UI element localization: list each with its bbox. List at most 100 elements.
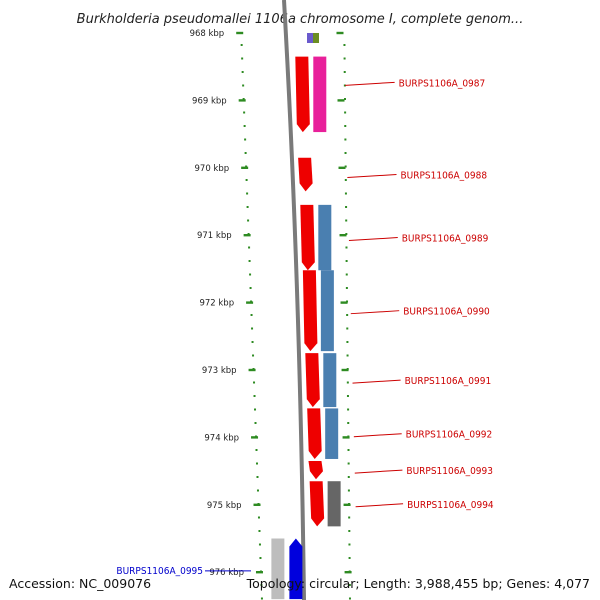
scale-label: 969 kbp — [192, 96, 227, 106]
scale-label: 974 kbp — [204, 433, 239, 443]
tick-dot — [260, 584, 263, 586]
tick-dot — [348, 516, 351, 519]
tick-dot — [347, 462, 350, 465]
tick-dot — [249, 287, 252, 289]
tick-dot — [345, 246, 348, 249]
cds-track-block — [320, 270, 334, 352]
tick-dot — [347, 449, 350, 451]
tick-dot — [345, 260, 348, 262]
gene-label-leader — [348, 237, 398, 242]
scale-tick — [340, 301, 348, 304]
cds-track-block — [327, 481, 341, 527]
scale-tick — [236, 31, 244, 35]
tick-dot — [240, 44, 243, 46]
scale-tick — [251, 436, 259, 439]
tick-dot — [343, 71, 346, 73]
scale-label: 970 kbp — [195, 164, 230, 174]
gene-labels: BURPS1106A_0987 BURPS1106A_0988 BURPS1106A… — [116, 78, 494, 576]
tick-dot — [343, 84, 346, 87]
tick-dot — [257, 516, 260, 519]
cds-track-block — [318, 204, 332, 271]
tick-dot — [346, 327, 349, 330]
gene-label-leader — [345, 81, 395, 86]
tick-dot — [244, 138, 247, 141]
tick-dot — [344, 192, 347, 195]
backbone-track — [282, 0, 306, 600]
cds-arrow — [309, 481, 325, 527]
cds-track-block — [307, 33, 313, 43]
tick-dot — [343, 44, 346, 46]
scale-tick — [253, 503, 261, 506]
tick-dot — [250, 314, 253, 316]
tick-dot — [251, 327, 254, 330]
tick-dot — [259, 557, 262, 559]
tick-dot — [246, 192, 249, 195]
tick-dot — [255, 449, 258, 451]
gene-label: BURPS1106A_0992 — [406, 430, 493, 441]
tick-dot — [241, 57, 244, 60]
tick-dot — [344, 125, 347, 127]
cds-arrow — [302, 270, 318, 352]
feature-tracks — [271, 33, 341, 600]
tick-dot — [345, 219, 348, 222]
cds-track-block — [271, 538, 285, 600]
tick-dot — [346, 354, 349, 357]
gene-label-leader — [347, 174, 397, 179]
cds-track-block — [313, 56, 327, 133]
gene-label: BURPS1106A_0990 — [403, 307, 490, 318]
gene-label: BURPS1106A_0995 — [116, 566, 203, 577]
cds-arrow — [289, 538, 303, 600]
scale-tick — [338, 166, 346, 169]
gene-label: BURPS1106A_0988 — [400, 171, 487, 182]
gene-label: BURPS1106A_0991 — [405, 376, 492, 387]
tick-dot — [249, 273, 252, 276]
gene-label: BURPS1106A_0989 — [402, 234, 489, 245]
tick-dot — [241, 71, 244, 73]
tick-dot — [256, 489, 259, 492]
cds-track-block — [325, 408, 339, 459]
tick-dot — [347, 489, 350, 492]
tick-dot — [252, 354, 255, 357]
tick-dot — [346, 381, 349, 384]
scale-label: 975 kbp — [207, 501, 242, 511]
tick-dot — [253, 395, 256, 397]
tick-dot — [258, 543, 261, 546]
scale-tick — [238, 99, 246, 102]
tick-dot — [244, 152, 247, 154]
scale-tick — [337, 99, 345, 102]
tick-dot — [344, 165, 347, 168]
tick-dot — [348, 530, 351, 532]
gene-label: BURPS1106A_0994 — [407, 500, 494, 511]
scale-tick — [336, 31, 344, 35]
scale-tick — [243, 234, 251, 237]
tick-dot — [243, 125, 246, 127]
tick-dot — [247, 219, 250, 222]
tick-dot — [248, 246, 251, 249]
tick-dot — [344, 179, 347, 181]
gene-label-leader — [350, 310, 400, 315]
tick-dot — [243, 111, 246, 114]
scale-label: 973 kbp — [202, 366, 237, 376]
tick-dot — [260, 597, 263, 600]
tick-dot — [258, 530, 261, 532]
scale-label: 968 kbp — [190, 29, 225, 39]
scale-tick — [339, 234, 347, 237]
gene-label-leader — [353, 433, 402, 438]
tick-dot — [348, 597, 351, 600]
tick-dot — [254, 422, 257, 424]
gene-label-leader — [354, 469, 403, 474]
scale-tick — [342, 436, 350, 439]
tick-dot — [347, 422, 350, 424]
backbone-line — [282, 0, 306, 600]
tick-dot — [347, 408, 350, 411]
cds-arrow — [295, 56, 310, 133]
scale-tick — [248, 368, 256, 372]
tick-dot — [245, 165, 248, 168]
tick-dot — [346, 341, 349, 343]
tick-dot — [345, 206, 348, 208]
tick-dot — [248, 260, 251, 262]
tick-dot — [343, 98, 346, 100]
accession-text: Accession: NC_009076 — [9, 576, 152, 591]
tick-dot — [253, 381, 256, 384]
scale-ticks: 968 kbp 969 kbp 970 kbp 971 kbp 972 kbp 973 k… — [190, 29, 352, 578]
